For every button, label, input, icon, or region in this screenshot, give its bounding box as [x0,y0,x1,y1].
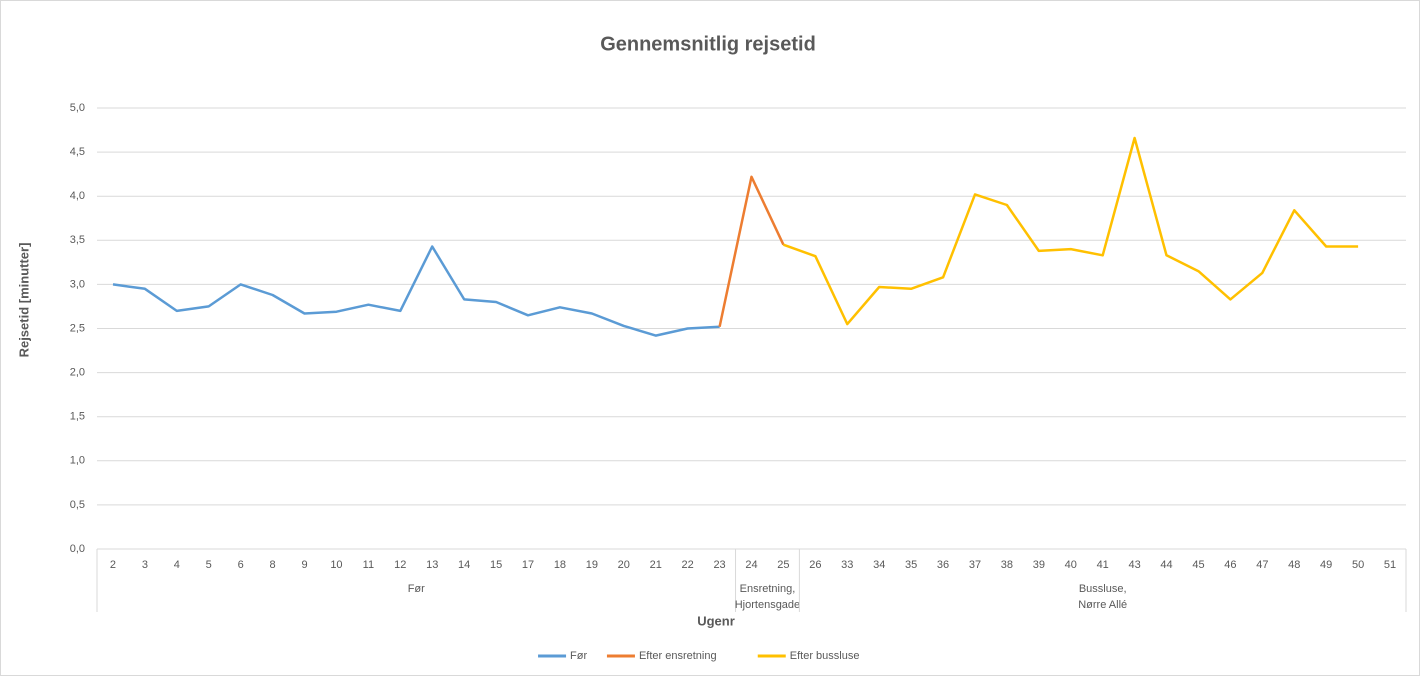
x-axis-label: Ugenr [697,613,735,628]
y-axis-label: Rejsetid [minutter] [16,243,31,358]
group-label: Ensretning, [740,583,796,595]
y-tick-label: 3,5 [70,234,85,246]
x-tick-label: 2 [110,559,116,571]
x-tick-label: 9 [301,559,307,571]
y-tick-label: 1,0 [70,455,85,467]
y-tick-label: 3,0 [70,278,85,290]
x-tick-label: 24 [745,559,757,571]
x-tick-label: 5 [206,559,212,571]
group-label: Før [408,583,425,595]
group-label: Hjortensgade [735,599,800,611]
x-tick-label: 18 [554,559,566,571]
x-tick-label: 19 [586,559,598,571]
x-tick-label: 46 [1224,559,1236,571]
x-tick-label: 6 [238,559,244,571]
x-tick-label: 8 [270,559,276,571]
x-tick-label: 49 [1320,559,1332,571]
x-tick-label: 48 [1288,559,1300,571]
x-tick-label: 37 [969,559,981,571]
x-tick-label: 25 [777,559,789,571]
x-tick-label: 21 [650,559,662,571]
y-tick-label: 1,5 [70,411,85,423]
x-tick-label: 13 [426,559,438,571]
series-line [718,175,785,327]
series-line [112,245,720,337]
x-tick-label: 23 [713,559,725,571]
x-tick-label: 43 [1128,559,1140,571]
y-tick-label: 2,0 [70,367,85,379]
y-tick-label: 0,5 [70,499,85,511]
x-tick-label: 51 [1384,559,1396,571]
y-tick-label: 4,5 [70,146,85,158]
x-tick-label: 17 [522,559,534,571]
x-tick-label: 10 [330,559,342,571]
x-tick-label: 20 [618,559,630,571]
x-tick-label: 22 [682,559,694,571]
x-tick-label: 11 [363,559,374,571]
legend-label: Før [570,650,587,662]
y-tick-label: 4,0 [70,190,85,202]
x-tick-label: 12 [394,559,406,571]
x-tick-label: 50 [1352,559,1364,571]
group-label: Bussluse, [1079,583,1127,595]
x-tick-label: 26 [809,559,821,571]
x-tick-label: 14 [458,559,470,571]
x-tick-label: 4 [174,559,180,571]
y-tick-label: 5,0 [70,102,85,114]
x-tick-label: 34 [873,559,885,571]
x-tick-label: 36 [937,559,949,571]
x-tick-label: 35 [905,559,917,571]
series-line [782,136,1359,326]
x-tick-label: 40 [1065,559,1077,571]
chart-title: Gennemsnitlig rejsetid [600,33,816,55]
legend-label: Efter ensretning [639,650,717,662]
x-tick-label: 39 [1033,559,1045,571]
x-tick-label: 47 [1256,559,1268,571]
x-tick-label: 33 [841,559,853,571]
x-tick-label: 45 [1192,559,1204,571]
x-tick-label: 15 [490,559,502,571]
y-tick-label: 2,5 [70,322,85,334]
x-tick-label: 38 [1001,559,1013,571]
legend-label: Efter bussluse [790,650,860,662]
x-tick-label: 44 [1160,559,1172,571]
group-label: Nørre Allé [1078,599,1127,611]
x-tick-label: 41 [1097,559,1109,571]
x-tick-label: 3 [142,559,148,571]
y-tick-label: 0,0 [70,543,85,555]
